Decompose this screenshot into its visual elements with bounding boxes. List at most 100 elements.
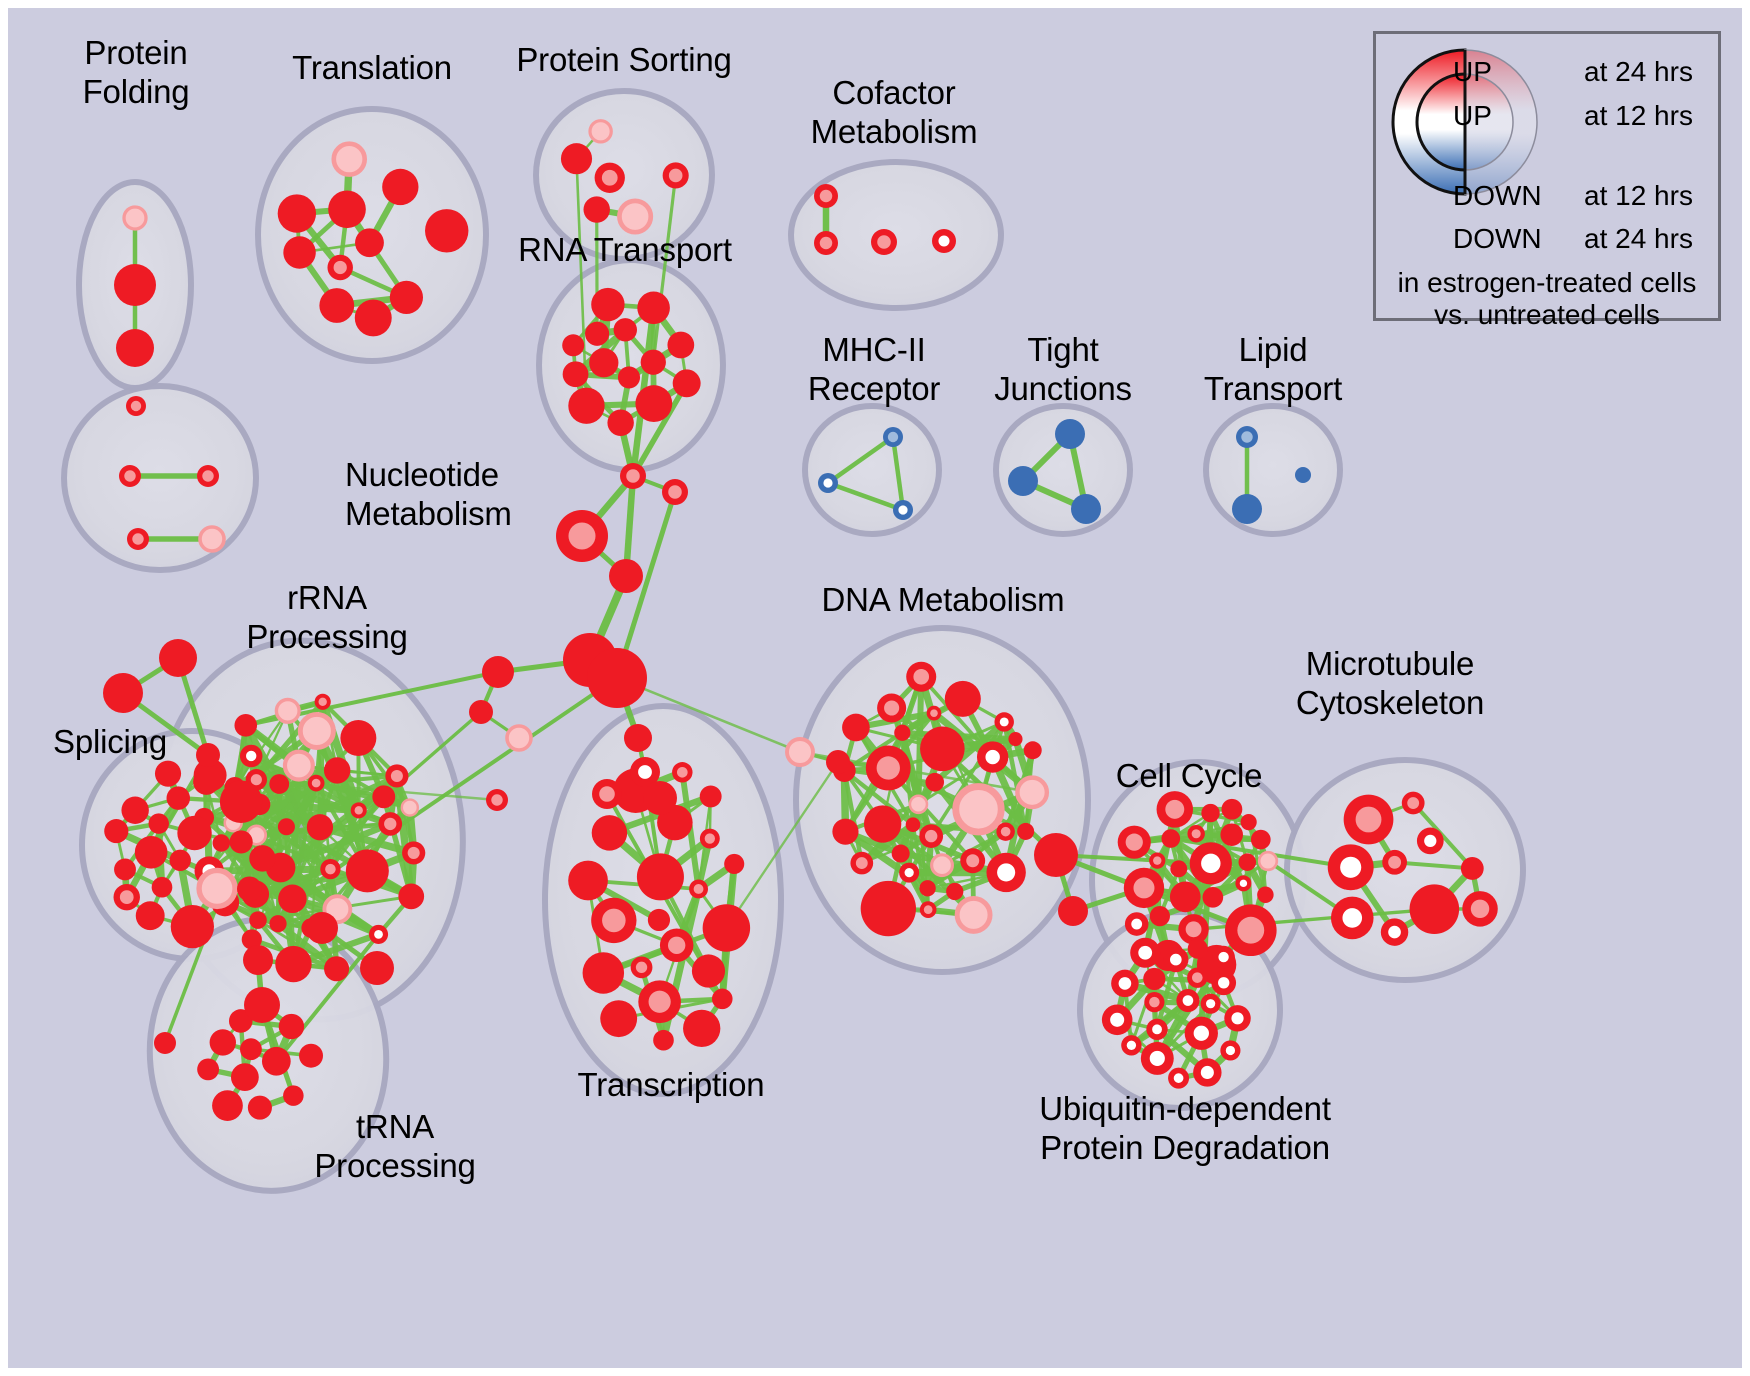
network-node [1221, 798, 1243, 820]
network-node [1200, 993, 1221, 1014]
network-node [871, 229, 897, 255]
network-edge [1129, 978, 1156, 1046]
network-node [320, 858, 341, 880]
network-node [368, 924, 389, 944]
network-node [314, 693, 331, 710]
network-node [275, 945, 312, 983]
network-node [986, 852, 1026, 893]
network-node [877, 693, 907, 723]
network-node [894, 724, 911, 741]
network-node [1330, 896, 1374, 940]
network-node [932, 229, 956, 253]
legend-time-3: at 24 hrs [1584, 223, 1693, 254]
network-node [1121, 1035, 1142, 1056]
hull-cofactor-metabolism [788, 159, 1004, 311]
network-node [860, 880, 916, 937]
network-node [177, 815, 212, 851]
network-node [711, 988, 733, 1010]
network-node [319, 288, 355, 323]
network-node [640, 349, 666, 375]
network-edge [1170, 836, 1351, 870]
network-node [613, 318, 637, 342]
network-node [826, 750, 850, 774]
network-edge [932, 719, 1007, 785]
network-edge [827, 480, 904, 513]
network-node [360, 951, 394, 985]
network-node [582, 952, 625, 994]
cluster-label-transcription: Transcription [577, 1066, 765, 1103]
network-node [1161, 829, 1181, 848]
network-node [193, 758, 227, 792]
network-node [1327, 844, 1374, 891]
network-node [691, 954, 726, 988]
network-node [1170, 860, 1188, 878]
cluster-label-rrna-processing: rRNA Processing [246, 579, 408, 655]
network-node [850, 851, 874, 875]
network-node [891, 844, 910, 863]
network-node [134, 835, 168, 869]
network-node [277, 194, 317, 233]
network-node [269, 915, 287, 933]
network-node [842, 713, 870, 742]
network-node [630, 956, 653, 979]
network-node [1058, 896, 1088, 926]
network-node [1187, 825, 1205, 843]
network-node [1144, 992, 1165, 1013]
network-node [699, 828, 720, 849]
legend-time-1: at 12 hrs [1584, 100, 1693, 131]
network-edge [616, 676, 801, 754]
network-node [899, 862, 920, 883]
network-node [1220, 823, 1243, 846]
legend-dir-3: DOWN [1453, 223, 1542, 254]
legend-dir-1: UP [1453, 100, 1492, 131]
network-node [307, 774, 325, 792]
network-node [103, 673, 143, 713]
network-node [1176, 989, 1200, 1013]
network-node [1201, 803, 1220, 823]
network-node [283, 236, 316, 269]
network-node [299, 1043, 324, 1068]
network-node [196, 867, 238, 910]
network-node [247, 1095, 272, 1120]
cluster-label-lipid-transport: Lipid Transport [1203, 331, 1343, 407]
network-node [667, 331, 695, 359]
network-node [568, 860, 608, 901]
network-node [243, 945, 273, 975]
network-node [662, 162, 689, 189]
network-node [1017, 822, 1035, 840]
network-node [946, 882, 964, 901]
network-node [127, 528, 149, 550]
network-node [1015, 775, 1050, 810]
network-node [398, 883, 425, 910]
network-node [930, 853, 954, 878]
legend-box: UP at 24 hrs UP at 12 hrs DOWN at 12 hrs… [1373, 31, 1721, 330]
network-node [1382, 849, 1408, 875]
network-node [1184, 1016, 1218, 1050]
network-node [636, 853, 684, 901]
network-node [952, 783, 1005, 836]
network-node [277, 818, 295, 836]
network-edge [826, 435, 895, 485]
network-edge [274, 933, 381, 1063]
network-node [119, 465, 141, 487]
network-node [1034, 833, 1078, 877]
network-node [113, 883, 140, 911]
network-node [591, 897, 637, 944]
network-node [589, 348, 619, 378]
network-node [372, 785, 396, 809]
network-edge [651, 175, 678, 363]
network-node [908, 794, 929, 815]
network-node [1149, 852, 1166, 869]
network-node [166, 786, 191, 810]
network-node [229, 830, 253, 854]
network-node [863, 805, 902, 843]
network-node [600, 1000, 638, 1038]
network-node [785, 737, 815, 767]
network-node [1187, 938, 1208, 959]
network-node [617, 366, 641, 389]
network-node [1140, 1041, 1174, 1075]
cluster-label-cell-cycle: Cell Cycle [1115, 757, 1263, 794]
network-node [230, 1063, 259, 1092]
network-node [1111, 969, 1139, 998]
